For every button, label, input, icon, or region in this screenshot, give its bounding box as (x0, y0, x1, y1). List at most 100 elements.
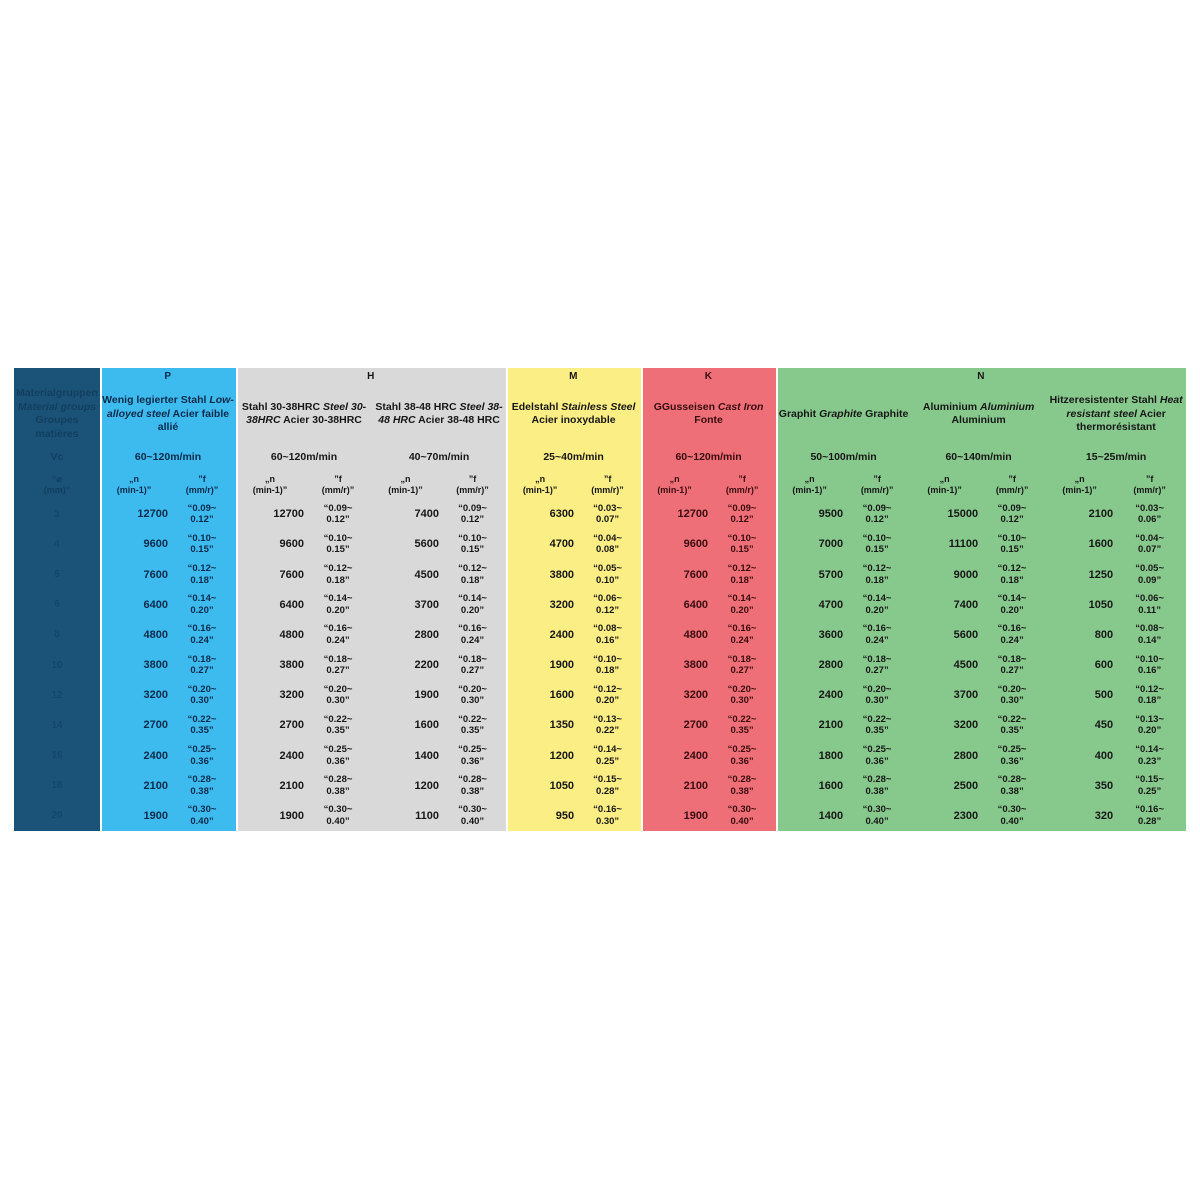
feed-cell: “0.12~ 0.18” (168, 559, 237, 590)
speed-cell: 7600 (641, 559, 709, 590)
diameter-cell: 14 (14, 710, 100, 741)
feed-max: 0.36” (730, 755, 754, 767)
feed-max: 0.30” (730, 695, 754, 707)
feed-min: “0.12~ (323, 563, 353, 575)
feed-max: 0.24” (1000, 634, 1024, 646)
feed-max: 0.36” (190, 755, 214, 767)
feed-cell: “0.30~ 0.40” (439, 800, 507, 831)
subgroup-de: Wenig legierter Stahl (102, 394, 207, 407)
feed-min: “0.04~ (593, 532, 622, 544)
feed-min: “0.30~ (862, 804, 892, 816)
feed-max: 0.20” (1137, 725, 1162, 737)
feed-max: 0.40” (460, 815, 485, 827)
unit-n-line1: „n (400, 473, 411, 484)
feed-cell: “0.28~ 0.38” (708, 770, 777, 801)
subgroup-en: Aluminium (980, 400, 1035, 413)
feed-cell: “0.25~ 0.36” (843, 740, 912, 771)
feed-min: “0.09~ (727, 502, 757, 514)
table-row: 12 3200 “0.20~ 0.30” 3200 “0.20~ 0.30” 1900 “0.2… (14, 680, 1187, 711)
feed-min: “0.12~ (593, 683, 622, 695)
feed-cell: “0.30~ 0.40” (168, 800, 237, 831)
diameter-cell: 4 (14, 529, 100, 560)
unit-n-line2: (min-1)” (116, 484, 152, 495)
speed-cell: 7600 (100, 559, 168, 590)
index-header-names: Materialgruppen Material groups Groupes … (14, 385, 100, 444)
feed-max: 0.30” (460, 695, 485, 707)
feed-cell: “0.22~ 0.35” (168, 710, 237, 741)
feed-max: 0.12” (1000, 514, 1024, 526)
feed-cell: “0.03~ 0.07” (574, 499, 642, 530)
speed-cell: 1900 (506, 650, 575, 681)
feed-min: “0.03~ (1135, 502, 1164, 514)
feed-max: 0.35” (326, 725, 350, 737)
speed-cell: 2400 (100, 740, 168, 771)
diameter-unit-line1: “⌀ (52, 473, 62, 484)
speed-cell: 5700 (776, 559, 844, 590)
index-header-en: Material groups (17, 400, 97, 413)
feed-cell: “0.14~ 0.20” (304, 589, 373, 620)
feed-min: “0.18~ (997, 653, 1027, 665)
feed-min: “0.10~ (458, 532, 487, 544)
feed-cell: “0.22~ 0.35” (304, 710, 373, 741)
feed-max: 0.20” (595, 695, 620, 707)
diameter-cell: 18 (14, 770, 100, 801)
feed-cell: “0.16~ 0.24” (978, 619, 1047, 650)
feed-max: 0.40” (1000, 815, 1024, 827)
feed-cell: “0.14~ 0.23” (1113, 740, 1187, 771)
table-row: 8 4800 “0.16~ 0.24” 4800 “0.16~ 0.24” 2800 “0.16… (14, 619, 1187, 650)
speed-cell: 1100 (372, 800, 440, 831)
feed-min: “0.22~ (458, 713, 487, 725)
unit-n-m: „n (min-1)” (506, 470, 575, 500)
feed-max: 0.06” (1137, 514, 1162, 526)
feed-cell: “0.10~ 0.15” (978, 529, 1047, 560)
unit-n-line2: (min-1)” (657, 484, 692, 495)
speed-cell: 4800 (100, 619, 168, 650)
feed-cell: “0.22~ 0.35” (843, 710, 912, 741)
speed-cell: 1050 (506, 770, 575, 801)
unit-n-line1: „n (129, 473, 139, 484)
feed-min: “0.28~ (187, 774, 217, 786)
unit-f-line1: ”f (873, 473, 881, 484)
vc-value-p: 60~120m/min (100, 443, 237, 471)
feed-max: 0.18” (865, 574, 889, 586)
feed-cell: “0.12~ 0.18” (439, 559, 507, 590)
feed-cell: “0.25~ 0.36” (439, 740, 507, 771)
speed-cell: 7000 (776, 529, 844, 560)
speed-cell: 12700 (100, 499, 168, 530)
feed-max: 0.24” (190, 634, 214, 646)
subgroup-names-graphite: Graphit Graphite Graphite (776, 385, 912, 444)
speed-cell: 3800 (236, 650, 305, 681)
feed-cell: “0.08~ 0.14” (1113, 619, 1187, 650)
speed-cell: 4800 (641, 619, 709, 650)
subgroup-names-steel-30-38hrc: Stahl 30-38HRC Steel 30-38HRC Acier 30-3… (236, 385, 373, 444)
feed-min: “0.09~ (997, 502, 1027, 514)
subgroup-en: Stainless Steel (561, 400, 636, 413)
speed-cell: 2800 (911, 740, 979, 771)
unit-n-n2: „n (min-1)” (911, 470, 979, 500)
feed-cell: “0.04~ 0.07” (1113, 529, 1187, 560)
feed-cell: “0.25~ 0.36” (168, 740, 237, 771)
speed-cell: 6400 (641, 589, 709, 620)
index-group-letter-spacer (14, 368, 100, 386)
unit-n-line1: „n (1074, 473, 1085, 484)
unit-n-line2: (min-1)” (252, 484, 288, 495)
speed-cell: 1600 (372, 710, 440, 741)
feed-min: “0.16~ (727, 623, 757, 635)
material-names-row: Materialgruppen Material groups Groupes … (14, 385, 1187, 444)
feed-cell: “0.09~ 0.12” (978, 499, 1047, 530)
unit-f-k: ”f (mm/r)” (708, 470, 777, 500)
subgroup-en: Cast Iron (717, 400, 764, 413)
subgroup-en: Low-alloyed steel (106, 394, 234, 420)
feed-min: “0.10~ (862, 532, 892, 544)
speed-cell: 400 (1046, 740, 1114, 771)
feed-min: “0.25~ (727, 744, 757, 756)
feed-cell: “0.25~ 0.36” (708, 740, 777, 771)
feed-cell: “0.08~ 0.16” (574, 619, 642, 650)
feed-cell: “0.12~ 0.18” (843, 559, 912, 590)
feed-cell: “0.30~ 0.40” (304, 800, 373, 831)
feed-min: “0.03~ (593, 502, 622, 514)
feed-max: 0.20” (730, 604, 754, 616)
speed-cell: 2400 (506, 619, 575, 650)
unit-n-line2: (min-1)” (522, 484, 558, 495)
feed-min: “0.28~ (727, 774, 757, 786)
